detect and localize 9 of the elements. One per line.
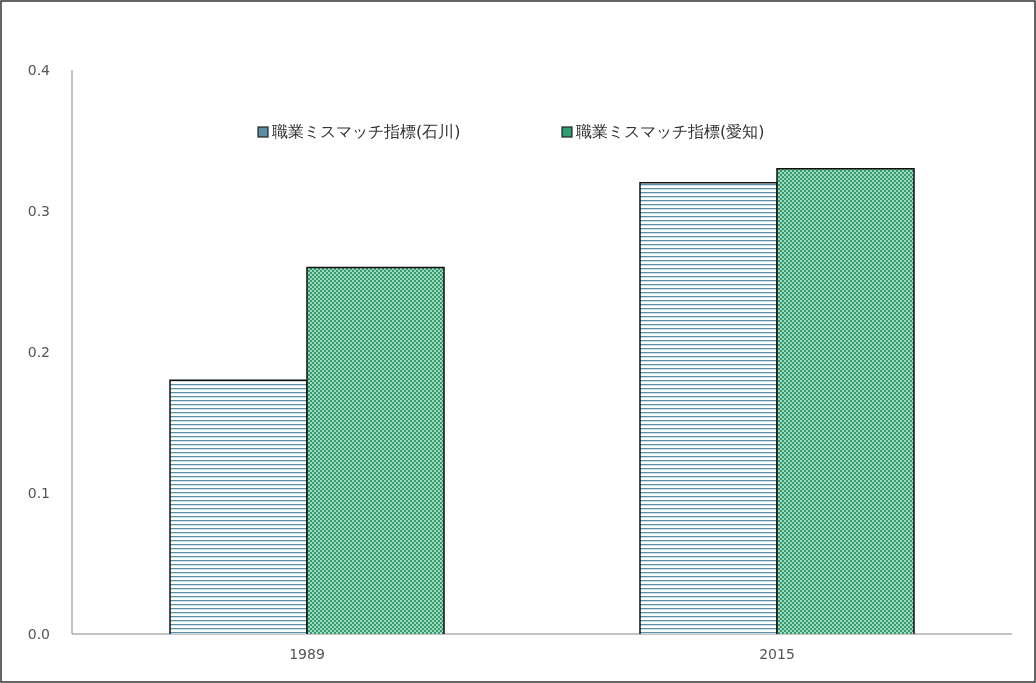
legend-label: 職業ミスマッチ指標(愛知) <box>576 122 765 141</box>
y-tick-label: 0.2 <box>27 344 50 360</box>
y-tick-label: 0.3 <box>27 203 50 219</box>
y-tick-label: 0.0 <box>27 626 50 642</box>
y-tick-label: 0.4 <box>27 62 51 78</box>
x-tick-label: 2015 <box>759 646 795 662</box>
x-tick-label: 1989 <box>289 646 325 662</box>
y-tick-label: 0.1 <box>27 485 50 501</box>
legend-label: 職業ミスマッチ指標(石川) <box>272 122 461 141</box>
